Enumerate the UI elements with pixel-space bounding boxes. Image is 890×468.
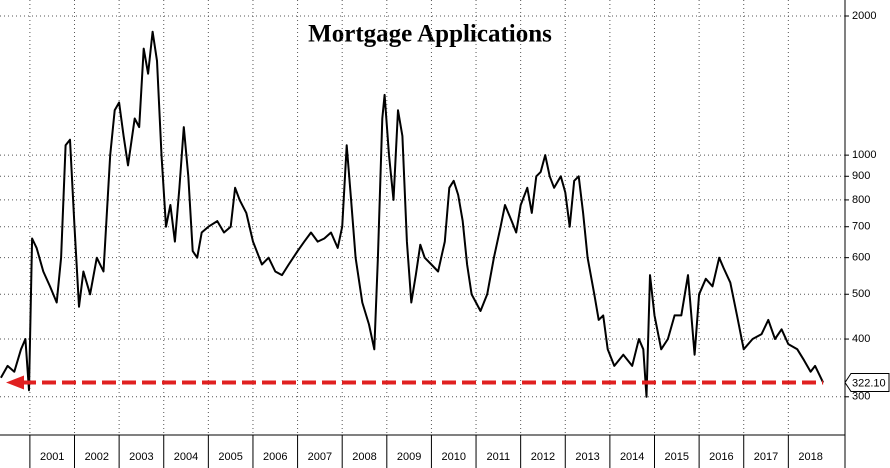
y-tick-label: 900	[852, 170, 870, 182]
x-tick-label: 2015	[665, 451, 689, 463]
x-tick-label: 2001	[40, 451, 64, 463]
reference-label-box	[844, 373, 890, 393]
y-tick-label: 500	[852, 288, 870, 300]
x-tick-label: 2016	[709, 451, 733, 463]
x-tick-label: 2004	[174, 451, 198, 463]
x-tick-label: 2011	[487, 451, 511, 463]
x-tick-label: 2013	[575, 451, 599, 463]
y-tick-label: 600	[852, 252, 870, 264]
chart-title: Mortgage Applications	[308, 21, 552, 48]
y-tick-label: 400	[852, 333, 870, 345]
y-tick-label: 1000	[852, 149, 876, 161]
x-tick-label: 2003	[129, 451, 153, 463]
reference-label: 322.10	[852, 377, 886, 389]
x-tick-label: 2007	[308, 451, 332, 463]
y-tick-label: 2000	[852, 10, 876, 22]
x-tick-label: 2017	[754, 451, 778, 463]
y-tick-label: 300	[852, 391, 870, 403]
x-tick-label: 2014	[620, 451, 644, 463]
x-tick-label: 2012	[531, 451, 555, 463]
line-series	[0, 30, 825, 398]
x-tick-label: 2002	[85, 451, 109, 463]
x-tick-label: 2009	[397, 451, 421, 463]
x-tick-label: 2006	[263, 451, 287, 463]
y-tick-label: 800	[852, 194, 870, 206]
x-tick-label: 2005	[218, 451, 242, 463]
x-tick-label: 2018	[798, 451, 822, 463]
x-tick-label: 2008	[352, 451, 376, 463]
x-tick-label: 2010	[441, 451, 465, 463]
reference-arrow	[6, 375, 24, 390]
y-tick-label: 700	[852, 221, 870, 233]
